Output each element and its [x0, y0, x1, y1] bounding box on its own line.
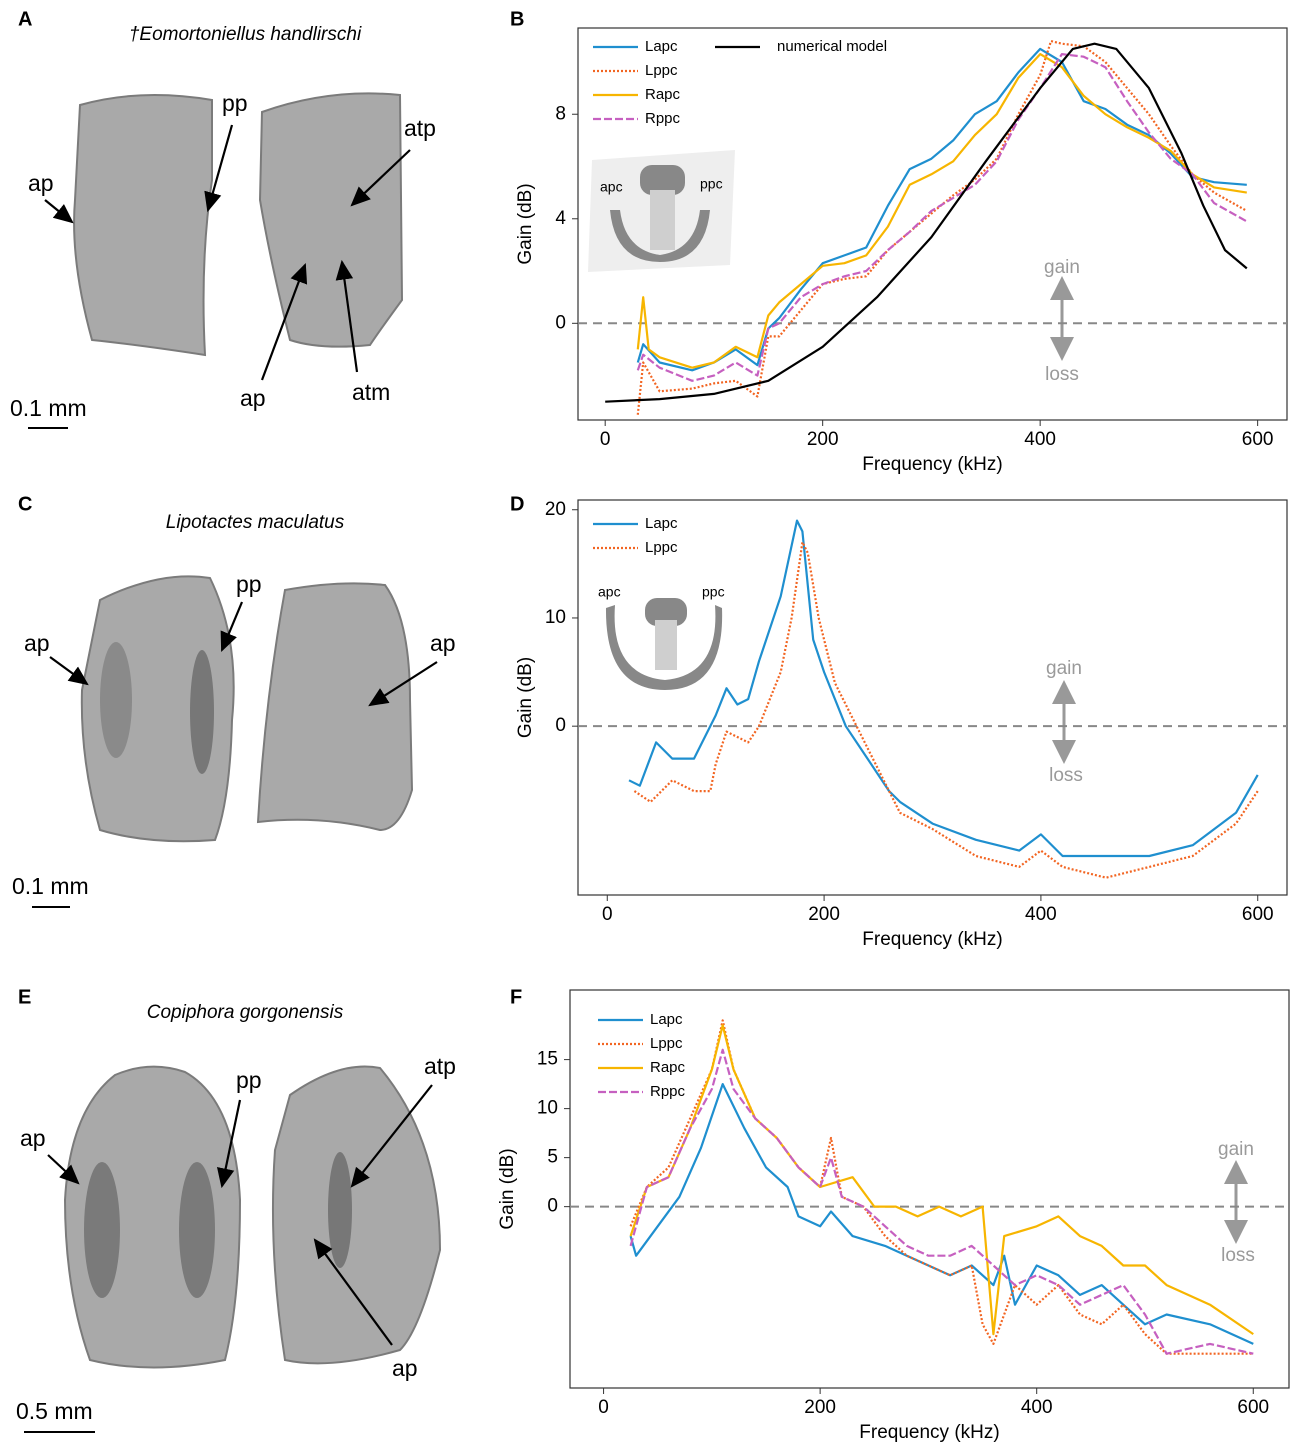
x-axis-label: Frequency (kHz) [862, 454, 1002, 475]
x-tick-label: 0 [598, 1397, 609, 1418]
inset-label: ppc [700, 176, 723, 192]
legend-label: Lppc [645, 62, 678, 79]
annotation: loss [1045, 364, 1079, 385]
x-tick-label: 400 [1025, 904, 1057, 925]
annotation: gain [1218, 1139, 1254, 1160]
line [634, 542, 1257, 878]
inset: apc ppc [588, 150, 735, 272]
panel-label: F [510, 986, 522, 1008]
y-tick-label: 5 [547, 1147, 558, 1168]
x-tick-label: 600 [1242, 904, 1274, 925]
panel-label: C [18, 493, 32, 515]
label: ap [392, 1355, 418, 1381]
legend-label: Rppc [645, 110, 681, 127]
label: ap [240, 385, 266, 411]
panel-label: E [18, 986, 31, 1008]
x-tick-label: 600 [1237, 1397, 1269, 1418]
plot-frame [578, 500, 1287, 895]
x-tick-label: 200 [804, 1397, 836, 1418]
arrow [50, 657, 87, 684]
opening [84, 1162, 120, 1298]
line [629, 521, 1258, 856]
label: ap [430, 630, 456, 656]
x-tick-label: 200 [807, 429, 839, 450]
label: atm [352, 379, 390, 405]
line [631, 1025, 1254, 1334]
species: Lipotactes maculatus [166, 512, 345, 533]
legend-label: Rapc [650, 1059, 686, 1076]
label: ap [20, 1125, 46, 1151]
inset-label: apc [598, 584, 621, 600]
inset: apc ppc [598, 584, 725, 690]
opening [100, 642, 132, 758]
x-tick-label: 600 [1242, 429, 1274, 450]
label: atp [424, 1053, 456, 1079]
y-tick-label: 15 [537, 1049, 558, 1070]
opening [179, 1162, 215, 1298]
y-axis-label: Gain (dB) [497, 1148, 518, 1229]
label: pp [222, 90, 248, 116]
y-tick-label: 4 [555, 208, 566, 229]
x-tick-label: 400 [1021, 1397, 1053, 1418]
figure: A †Eomortoniellus handlirschi ap pp atp … [0, 0, 1290, 1453]
scale-label: 0.5 mm [16, 1398, 93, 1424]
legend-label: Lapc [645, 38, 678, 55]
label: pp [236, 1067, 262, 1093]
panel-label: B [510, 8, 524, 30]
legend-label: Lppc [650, 1035, 683, 1052]
annotation: loss [1221, 1245, 1255, 1266]
specimen [74, 95, 212, 355]
y-tick-label: 8 [555, 103, 566, 124]
y-tick-label: 10 [537, 1098, 558, 1119]
legend-label: Rppc [650, 1083, 686, 1100]
panel-label: D [510, 493, 524, 515]
specimen [258, 583, 412, 830]
specimen [273, 1067, 440, 1364]
species: †Eomortoniellus handlirschi [129, 24, 362, 45]
y-tick-label: 0 [547, 1196, 558, 1217]
x-tick-label: 200 [808, 904, 840, 925]
y-tick-label: 0 [555, 312, 566, 333]
annotation: gain [1046, 658, 1082, 679]
x-axis-label: Frequency (kHz) [862, 929, 1002, 950]
x-tick-label: 400 [1024, 429, 1056, 450]
line [631, 1020, 1254, 1353]
annotation: loss [1049, 765, 1083, 786]
x-tick-label: 0 [602, 904, 613, 925]
legend-label: numerical model [777, 38, 887, 55]
line [631, 1050, 1254, 1354]
y-tick-label: 10 [545, 607, 566, 628]
species: Copiphora gorgonensis [147, 1002, 344, 1023]
x-tick-label: 0 [600, 429, 611, 450]
x-axis-label: Frequency (kHz) [859, 1422, 999, 1443]
opening [190, 650, 214, 774]
legend-label: Rapc [645, 86, 681, 103]
legend-label: Lapc [645, 515, 678, 532]
inset-label: ppc [702, 584, 725, 600]
specimen [260, 93, 402, 346]
label: atp [404, 115, 436, 141]
opening [328, 1152, 352, 1268]
line [631, 1084, 1254, 1344]
arrow [45, 200, 72, 222]
inset-label: apc [600, 179, 623, 195]
legend-label: Lppc [645, 539, 678, 556]
scale-label: 0.1 mm [12, 873, 89, 899]
scale-label: 0.1 mm [10, 395, 87, 421]
y-tick-label: 20 [545, 499, 566, 520]
y-tick-label: 0 [555, 715, 566, 736]
label: pp [236, 571, 262, 597]
y-axis-label: Gain (dB) [515, 657, 536, 738]
label: ap [28, 170, 54, 196]
y-axis-label: Gain (dB) [515, 183, 536, 264]
panel-label: A [18, 8, 32, 30]
annotation: gain [1044, 257, 1080, 278]
label: ap [24, 630, 50, 656]
legend-label: Lapc [650, 1011, 683, 1028]
